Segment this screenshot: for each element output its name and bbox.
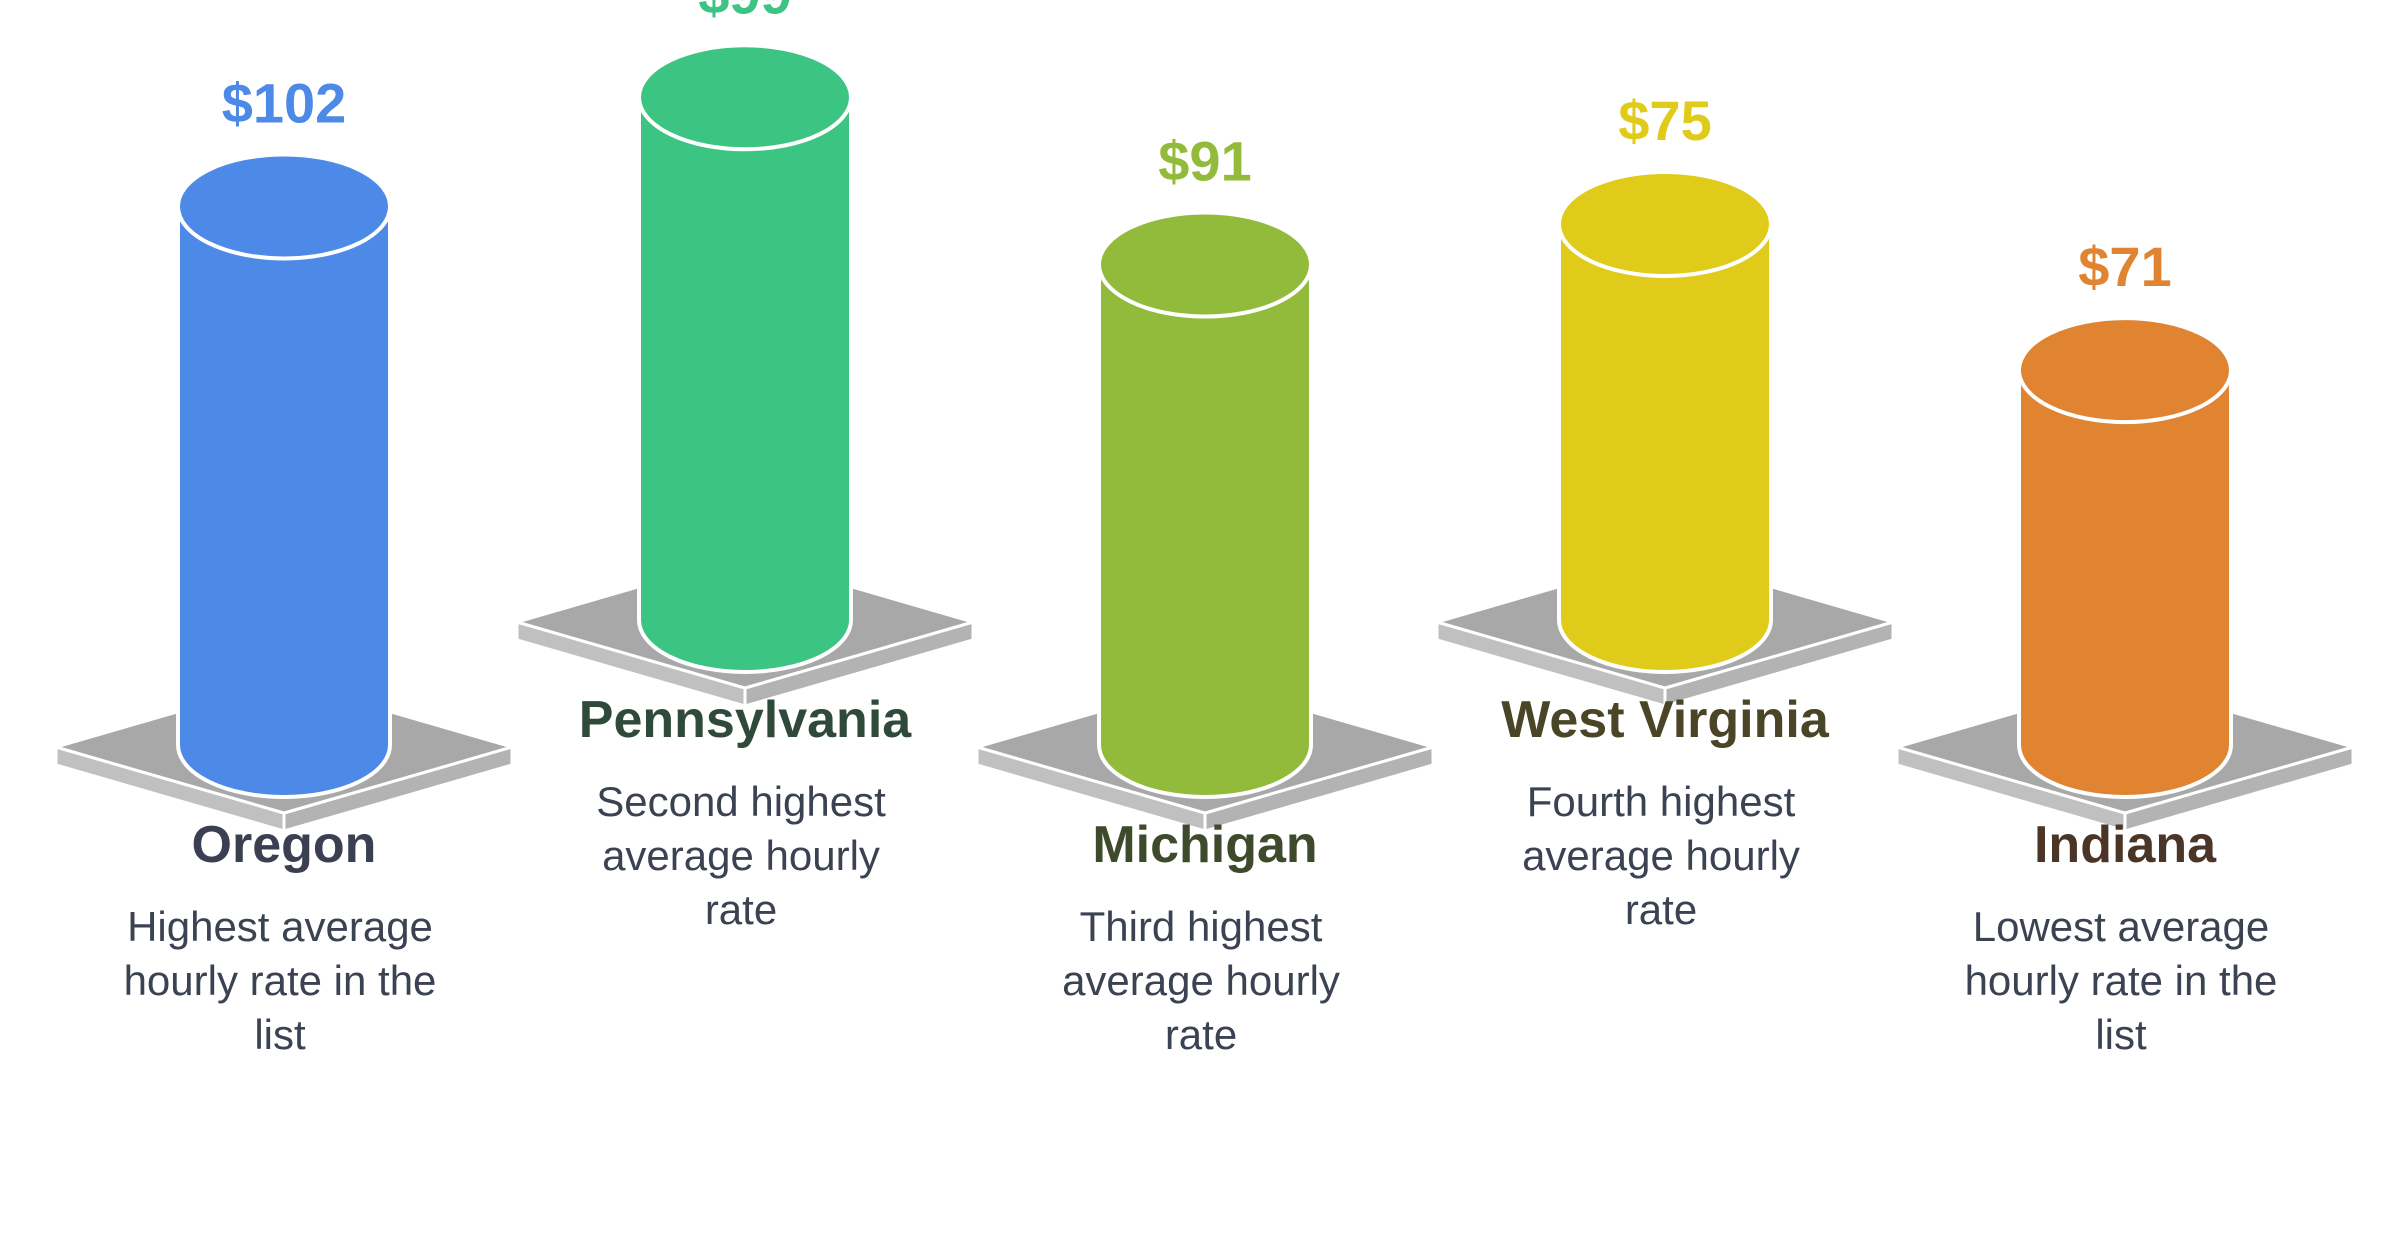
bars-layer: [54, 43, 2355, 833]
value-label: $91: [1158, 130, 1251, 193]
description-line: Second highest: [596, 778, 886, 825]
description-line: Third highest: [1080, 903, 1323, 950]
bar-group-pennsylvania: [515, 43, 975, 708]
description-line: rate: [1165, 1011, 1237, 1058]
description-line: rate: [1625, 886, 1697, 933]
category-label: West Virginia: [1501, 691, 1830, 749]
description-line: list: [2095, 1011, 2147, 1058]
bar-west-virginia: [1557, 222, 1773, 674]
bar-pennsylvania: [637, 95, 853, 674]
bar-group-michigan: [975, 210, 1435, 833]
description-line: Fourth highest: [1527, 778, 1796, 825]
description-line: Highest average: [127, 903, 433, 950]
bar-indiana: [2017, 368, 2233, 799]
category-label: Pennsylvania: [579, 691, 912, 749]
description-line: list: [254, 1011, 306, 1058]
description-line: rate: [705, 886, 777, 933]
bar-group-indiana: [1895, 316, 2355, 833]
description-line: average hourly: [1062, 957, 1340, 1004]
bar-top-oregon: [176, 152, 392, 261]
bar-top-west-virginia: [1557, 170, 1773, 278]
description-line: hourly rate in the: [1965, 957, 2278, 1004]
bar-michigan: [1097, 262, 1313, 799]
bar-group-west-virginia: [1435, 170, 1895, 708]
bar-top-indiana: [2017, 316, 2233, 425]
category-label: Oregon: [192, 816, 377, 874]
value-label: $71: [2078, 235, 2171, 298]
value-label: $102: [222, 71, 347, 134]
description-line: Lowest average: [1973, 903, 2270, 950]
value-label: $75: [1618, 89, 1711, 152]
description-line: hourly rate in the: [124, 957, 437, 1004]
bar-top-pennsylvania: [637, 43, 853, 152]
labels-layer: $102 Oregon Highest average hourly rate in …: [124, 0, 2278, 1058]
category-label: Michigan: [1092, 816, 1317, 874]
bar-top-michigan: [1097, 210, 1313, 319]
bar-oregon: [176, 204, 392, 799]
value-label: $99: [698, 0, 791, 25]
bar-group-oregon: [54, 152, 514, 833]
description-line: average hourly: [602, 832, 880, 879]
category-label: Indiana: [2034, 816, 2217, 874]
description-line: average hourly: [1522, 832, 1800, 879]
